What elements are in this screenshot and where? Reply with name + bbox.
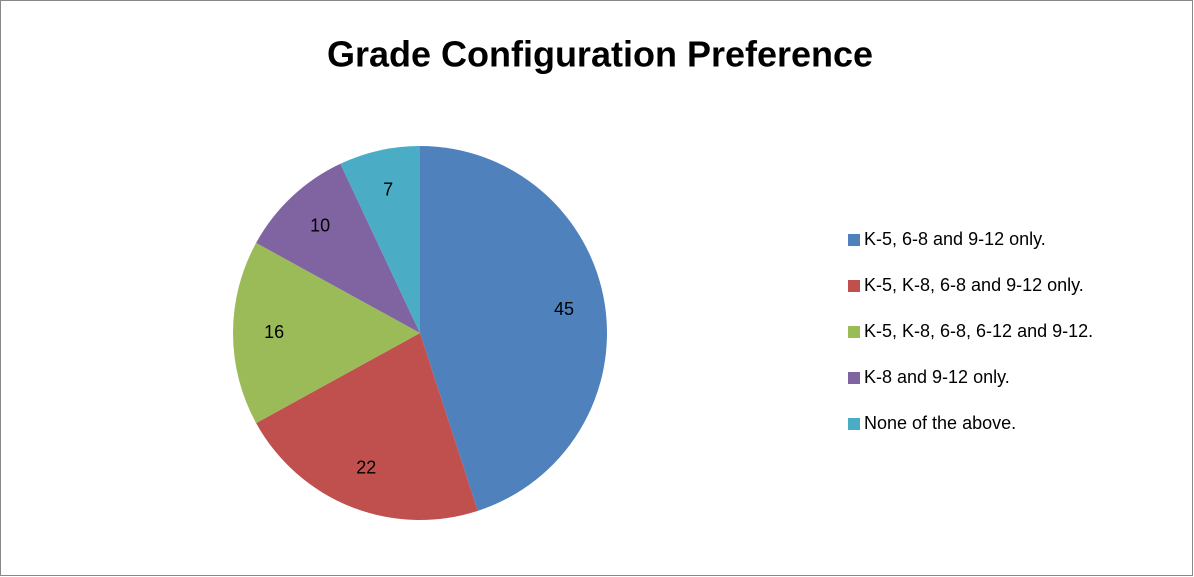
pie-slice <box>233 242 420 424</box>
data-label: 16 <box>264 322 284 342</box>
legend-label: K-5, K-8, 6-8, 6-12 and 9-12. <box>864 321 1093 341</box>
pie-slice <box>420 146 608 511</box>
legend-label: None of the above. <box>864 413 1016 433</box>
legend-label: K-5, 6-8 and 9-12 only. <box>864 229 1046 249</box>
legend-label: K-8 and 9-12 only. <box>864 367 1010 387</box>
data-label: 7 <box>383 179 393 199</box>
pie-slice <box>256 163 420 333</box>
data-label: 45 <box>554 299 574 319</box>
legend-swatch <box>848 280 860 292</box>
chart-title: Grade Configuration Preference <box>327 34 873 75</box>
data-label: 10 <box>310 215 330 235</box>
data-label: 22 <box>356 457 376 477</box>
legend-swatch <box>848 234 860 246</box>
legend-label: K-5, K-8, 6-8 and 9-12 only. <box>864 275 1084 295</box>
legend-swatch <box>848 372 860 384</box>
pie-slice <box>340 146 420 333</box>
pie-slice <box>256 333 478 520</box>
legend-swatch <box>848 418 860 430</box>
legend-swatch <box>848 326 860 338</box>
